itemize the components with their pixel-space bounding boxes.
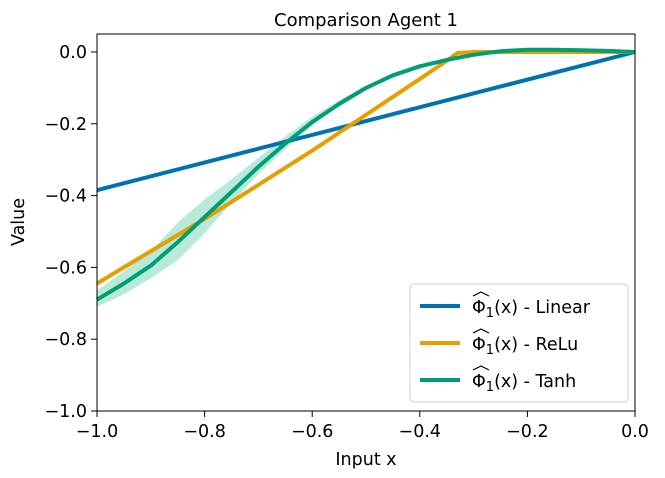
x-tick-label: −0.2 [506,422,549,442]
x-tick-label: −0.8 [183,422,226,442]
legend-hat-icon [472,328,490,334]
x-tick-label: −1.0 [76,422,119,442]
legend-label-2: Φ1(x) - Tanh [472,372,576,395]
y-tick-label: 0.0 [59,43,87,63]
x-axis-label: Input x [335,450,396,470]
x-tick-label: 0.0 [621,422,649,442]
y-tick-label: −0.2 [45,115,88,135]
legend: Φ1(x) - Linear Φ1(x) - ReLu Φ1(x) - Tanh [409,283,629,403]
series-2-line [95,47,636,302]
legend-hat-icon [472,291,490,297]
x-tick-label: −0.6 [291,422,334,442]
series-layer [95,47,636,302]
y-tick-label: −1.0 [45,402,88,422]
y-axis-label: Value [9,198,29,246]
legend-label-0: Φ1(x) - Linear [472,298,591,321]
legend-hat-icon [472,365,490,371]
x-tick-label: −0.4 [399,422,442,442]
plot-frame [96,33,636,412]
series-0-line [96,50,636,193]
y-tick-label: −0.4 [45,187,88,207]
y-tick-label: −0.8 [45,330,88,350]
y-tick-label: −0.6 [45,258,88,278]
legend-label-1: Φ1(x) - ReLu [472,335,578,358]
y-axis: −1.0 −0.8 −0.6 −0.4 −0.2 0.0 [45,43,97,422]
chart-title: Comparison Agent 1 [274,10,458,31]
x-axis: −1.0 −0.8 −0.6 −0.4 −0.2 0.0 [76,411,649,442]
legend-box [409,283,629,403]
